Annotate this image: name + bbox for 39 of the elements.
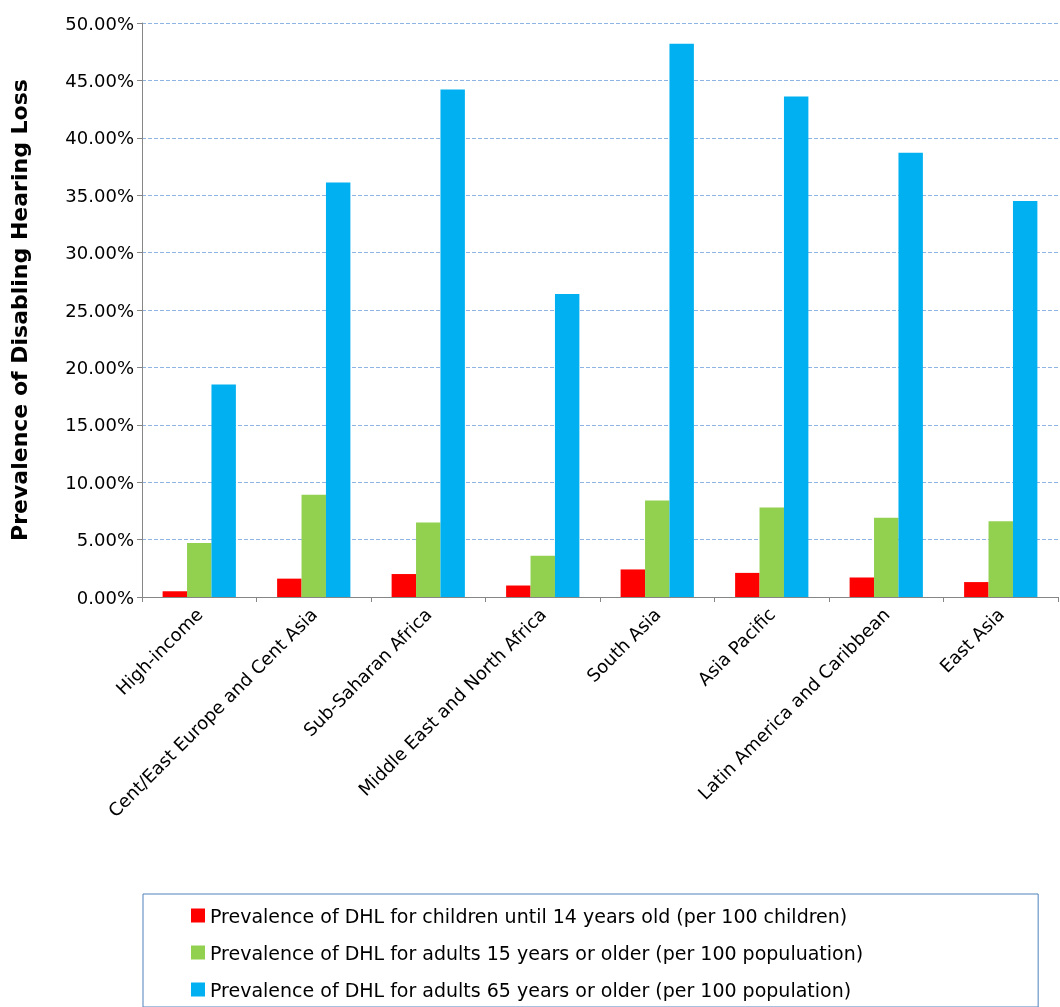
legend-label: Prevalence of DHL for children until 14 years old (per 100 children): [210, 904, 848, 927]
bar: [735, 572, 760, 597]
bar: [1012, 200, 1038, 597]
bar: [964, 582, 989, 597]
bar: [530, 555, 555, 597]
bar: [988, 521, 1013, 597]
bar: [325, 182, 351, 597]
y-tick-label: 30.00%: [65, 242, 134, 264]
bar: [391, 574, 417, 597]
bar: [211, 384, 236, 597]
bar: [301, 494, 326, 597]
bar: [898, 152, 923, 597]
y-tick-label: 45.00%: [65, 69, 134, 91]
bar: [162, 591, 188, 597]
bar: [440, 89, 465, 597]
bar: [874, 517, 899, 597]
bar: [645, 500, 670, 597]
bar: [277, 578, 302, 597]
y-tick-label: 20.00%: [65, 356, 134, 378]
bar: [554, 293, 580, 597]
bar: [783, 96, 809, 597]
legend-label: Prevalence of DHL for adults 65 years or older (per 100 population): [210, 978, 852, 1001]
bar: [849, 577, 875, 597]
y-tick-label: 40.00%: [65, 127, 134, 149]
y-axis-title: Prevalence of Disabling Hearing Loss: [6, 79, 32, 541]
y-tick-label: 0.00%: [76, 586, 134, 608]
y-tick-label: 35.00%: [65, 184, 134, 206]
bar: [759, 507, 784, 597]
bar: [187, 543, 212, 597]
y-tick-label: 25.00%: [65, 299, 134, 321]
bar: [620, 569, 646, 597]
bar: [506, 585, 531, 597]
y-tick-label: 5.00%: [76, 529, 134, 551]
y-tick-label: 10.00%: [65, 471, 134, 493]
legend-label: Prevalence of DHL for adults 15 years or older (per 100 populuation): [210, 941, 864, 964]
y-tick-label: 15.00%: [65, 414, 134, 436]
bar: [669, 43, 694, 597]
y-tick-label: 50.00%: [65, 12, 134, 34]
bar: [416, 522, 441, 597]
